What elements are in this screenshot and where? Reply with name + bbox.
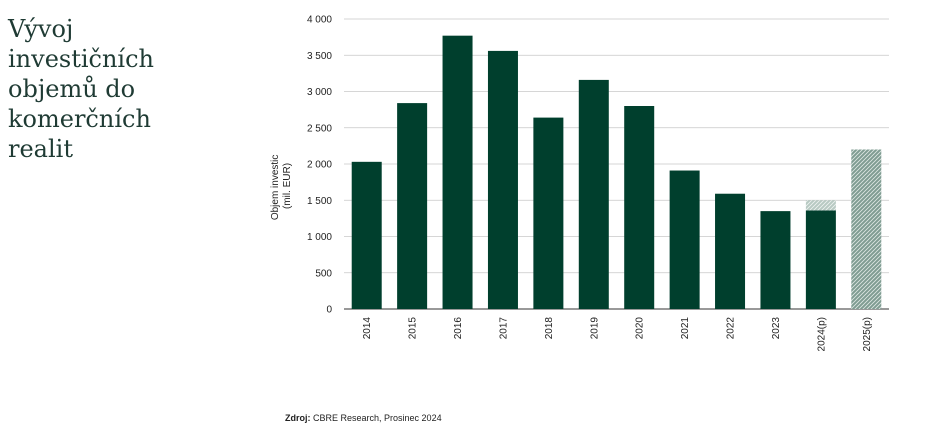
bar-2019 <box>578 79 609 310</box>
x-tick-label: 2021 <box>680 317 691 340</box>
y-tick-label: 1 000 <box>307 232 332 243</box>
source-note: Zdroj: CBRE Research, Prosinec 2024 <box>285 413 442 423</box>
bar-2023 <box>760 211 791 309</box>
bar-2020 <box>624 106 655 309</box>
grid-lines <box>344 18 889 310</box>
source-text: CBRE Research, Prosinec 2024 <box>313 413 442 423</box>
bar-2014 <box>351 161 382 309</box>
source-label: Zdroj: <box>285 413 311 423</box>
bar-2024(p) <box>805 210 836 309</box>
y-tick-label: 3 500 <box>307 51 332 62</box>
bar-2016 <box>442 35 473 310</box>
y-axis-label: Objem investic (mil. EUR) <box>270 152 293 220</box>
x-tick-label: 2025(p) <box>862 317 873 351</box>
y-tick-label: 4 000 <box>307 15 332 26</box>
title-line: komerčních <box>8 105 151 133</box>
x-tick-label: 2019 <box>589 317 600 340</box>
bar-2018 <box>533 117 564 309</box>
x-tick-label: 2016 <box>453 317 464 340</box>
title-line: realit <box>8 135 73 163</box>
x-tick-label: 2014 <box>362 317 373 340</box>
y-axis-label-line: (mil. EUR) <box>282 163 293 209</box>
bar-2021 <box>669 170 700 309</box>
x-tick-label: 2023 <box>771 317 782 340</box>
x-tick-label: 2015 <box>408 317 419 340</box>
chart-title: Vývoj investičních objemů do komerčních … <box>8 14 238 164</box>
bars <box>351 35 882 310</box>
x-tick-labels: 2014 2015 2016 2017 2018 2019 2020 2021 2022 2023… <box>362 317 873 352</box>
x-tick-label: 2017 <box>498 317 509 340</box>
x-tick-label: 2020 <box>635 317 646 340</box>
title-line: objemů do <box>8 75 136 103</box>
bar-2015 <box>397 103 428 309</box>
title-line: investičních <box>8 45 155 73</box>
x-tick-label: 2022 <box>726 317 737 340</box>
bar-2025(p) <box>851 149 882 309</box>
y-tick-label: 2 500 <box>307 123 332 134</box>
x-tick-label: 2018 <box>544 317 555 340</box>
y-tick-label: 1 500 <box>307 196 332 207</box>
y-tick-label: 500 <box>315 268 332 279</box>
bar-2017 <box>487 50 518 310</box>
y-tick-label: 0 <box>326 305 332 316</box>
y-tick-label: 3 000 <box>307 87 332 98</box>
y-tick-label: 2 000 <box>307 160 332 171</box>
y-tick-labels: 0 500 1 000 1 500 2 000 2 500 3 000 3 500 4 000 <box>307 15 332 316</box>
bar-2022 <box>715 193 746 309</box>
x-tick-label: 2024(p) <box>816 317 827 351</box>
bar-forecast-extra-2024(p) <box>805 200 836 211</box>
y-axis-label-line: Objem investic <box>270 155 281 221</box>
title-line: Vývoj <box>8 15 74 43</box>
